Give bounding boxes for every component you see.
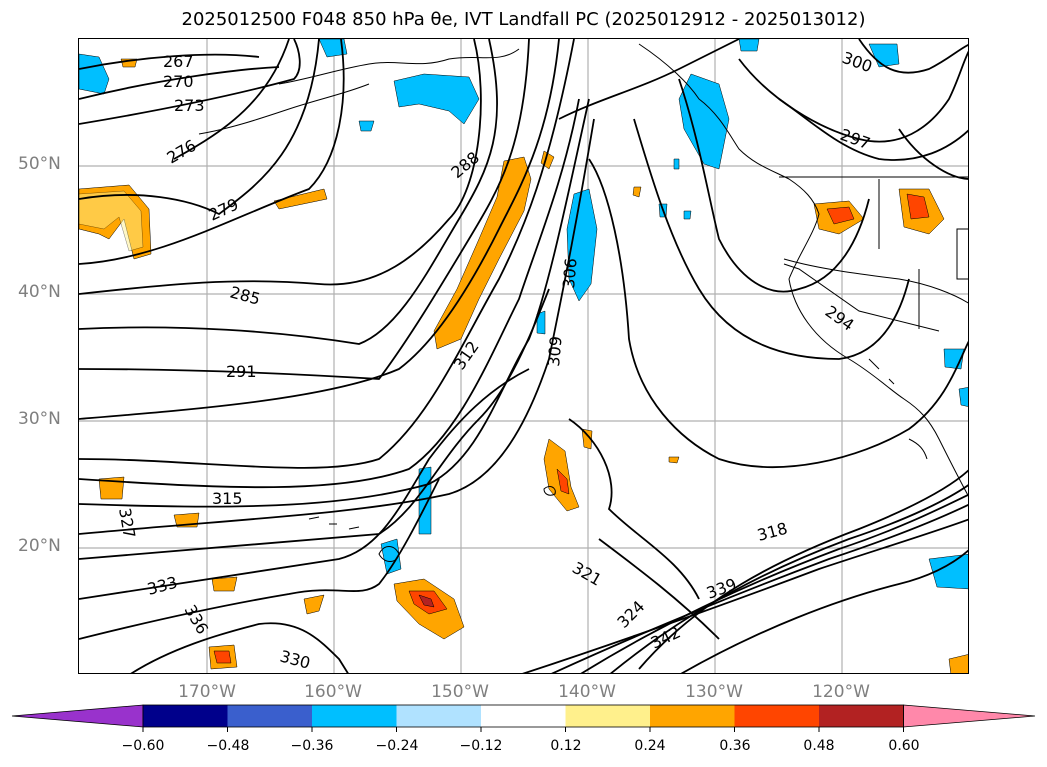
colorbar [11,704,1036,732]
lon-label-120w: 120°W [812,682,870,702]
lon-label-170w: 170°W [178,682,236,702]
contour-label: 276 [164,136,200,168]
theta-e-contours [79,39,968,673]
lon-label-130w: 130°W [685,682,743,702]
colorbar-tick-label: −0.60 [121,738,165,754]
contour-label: 330 [278,647,312,673]
contour-label: 324 [613,597,648,632]
colorbar-segment [734,705,820,727]
colorbar-extend-high [903,704,1036,728]
coastlines [198,43,968,562]
colorbar-extend-low [11,704,144,728]
contour-label: 315 [212,489,243,508]
colorbar-tick-label: 0.12 [550,738,582,754]
map-panel: 267 270 273 276 279 285 288 291 294 297 … [78,38,969,674]
contour-label: 327 [115,506,139,539]
contour-label: 267 [163,52,194,71]
colorbar-tick-label: 0.60 [888,738,920,754]
contour-label: 309 [544,335,566,367]
map-title: 2025012500 F048 850 hPa θe, IVT Landfall… [181,9,866,30]
lat-label-40n: 40°N [18,282,61,302]
contour-label: 306 [559,257,581,289]
colorbar-segment [565,705,651,727]
lon-label-140w: 140°W [558,682,616,702]
colorbar-tick-label: 0.48 [803,738,835,754]
contour-label: 318 [755,519,789,545]
contour-label: 321 [569,558,605,590]
colorbar-segment [227,705,313,727]
map-canvas: 267 270 273 276 279 285 288 291 294 297 … [79,39,968,673]
contour-label: 273 [174,96,205,115]
contour-label: 339 [704,574,739,602]
colorbar-segment [143,705,228,727]
colorbar-segment [819,705,904,727]
colorbar-tick-label: −0.12 [459,738,503,754]
lat-label-20n: 20°N [18,536,61,556]
colorbar-segment [312,705,397,727]
colorbar-tick-label: −0.24 [375,738,419,754]
colorbar-segments [11,704,1036,728]
contour-label: 279 [206,194,242,224]
contour-label: 285 [228,283,262,309]
colorbar-tick-label: −0.48 [206,738,250,754]
colorbar-segment [650,705,735,727]
lat-label-50n: 50°N [18,154,61,174]
contour-label: 333 [145,573,179,599]
contour-label: 342 [648,622,684,652]
contour-label: 297 [838,125,873,153]
negative-anomaly-shading [79,39,968,590]
contour-label: 270 [163,72,194,91]
contour-label: 288 [447,148,483,182]
colorbar-tick-label: 0.24 [634,738,666,754]
colorbar-frame [142,704,904,728]
lon-label-160w: 160°W [304,682,362,702]
lon-label-150w: 150°W [431,682,489,702]
contour-label: 291 [226,362,257,381]
colorbar-segment [481,705,566,727]
colorbar-tick-label: −0.36 [290,738,334,754]
contour-label: 312 [450,337,483,373]
colorbar-segment [396,705,482,727]
positive-anomaly-shading [79,58,968,673]
colorbar-tick-label: 0.36 [719,738,751,754]
lat-label-30n: 30°N [18,409,61,429]
